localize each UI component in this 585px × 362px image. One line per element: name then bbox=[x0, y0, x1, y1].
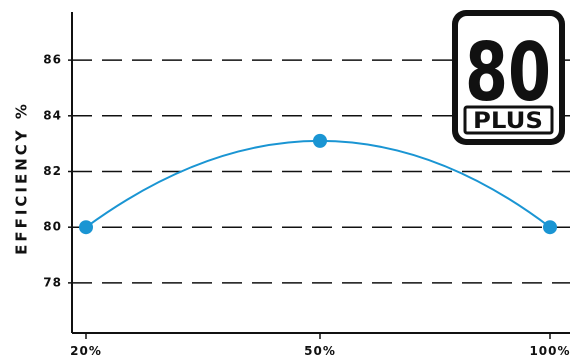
logo-plus-box bbox=[463, 105, 554, 135]
gridlines bbox=[72, 59, 570, 284]
y-tick-label: 80 bbox=[43, 220, 62, 234]
y-tick-label: 78 bbox=[43, 275, 62, 289]
y-tick-label: 86 bbox=[43, 53, 62, 67]
data-points bbox=[79, 133, 557, 235]
x-tick-label: 50% bbox=[304, 344, 336, 358]
logo-number: 80 bbox=[465, 26, 551, 119]
axes bbox=[71, 12, 570, 334]
data-point-100% bbox=[543, 220, 557, 235]
y-tick-label: 84 bbox=[43, 108, 62, 122]
data-point-20% bbox=[79, 220, 93, 235]
80-plus-logo: 80 PLUS bbox=[452, 10, 565, 145]
data-point-50% bbox=[313, 133, 327, 148]
logo-plus-text: PLUS bbox=[473, 109, 543, 134]
y-axis-label: EFFICIENCY % bbox=[13, 101, 31, 255]
y-tick-label: 82 bbox=[43, 164, 62, 178]
x-tick-label: 100% bbox=[529, 344, 570, 358]
x-tick-labels: 20% 50% 100% bbox=[70, 333, 570, 358]
x-tick-label: 20% bbox=[70, 344, 102, 358]
efficiency-curve bbox=[85, 139, 551, 228]
y-tick-labels: 78 80 82 84 86 bbox=[43, 53, 72, 289]
